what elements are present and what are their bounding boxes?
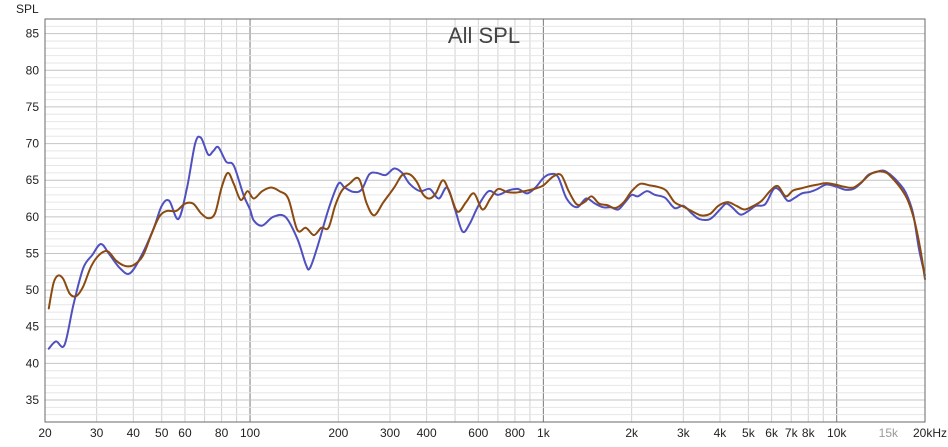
x-tick-label: 80 bbox=[215, 426, 229, 440]
x-tick-label: 600 bbox=[468, 426, 488, 440]
x-tick-label: 7k bbox=[785, 426, 799, 440]
series-line-1 bbox=[47, 135, 926, 350]
x-tick-label: 1k bbox=[537, 426, 551, 440]
x-tick-label: 100 bbox=[240, 426, 260, 440]
y-tick-labels: 35 40 45 50 55 60 65 70 75 80 85 bbox=[26, 27, 40, 407]
x-tick-label: 8k bbox=[802, 426, 816, 440]
y-tick-label: 85 bbox=[26, 27, 40, 41]
plot-frame bbox=[44, 18, 926, 423]
y-tick-label: 55 bbox=[26, 246, 40, 260]
x-tick-label: 4k bbox=[714, 426, 728, 440]
x-tick-label: 200 bbox=[328, 426, 348, 440]
series-layer bbox=[47, 135, 926, 350]
y-tick-label: 35 bbox=[26, 393, 40, 407]
y-tick-label: 80 bbox=[26, 63, 40, 77]
x-tick-label: 800 bbox=[505, 426, 525, 440]
series-line-2 bbox=[47, 170, 926, 310]
x-tick-label: 15k bbox=[879, 426, 899, 440]
x-tick-label: 20kHz bbox=[913, 426, 947, 440]
y-tick-label: 60 bbox=[26, 210, 40, 224]
x-tick-label: 60 bbox=[178, 426, 192, 440]
x-tick-label: 5k bbox=[742, 426, 756, 440]
y-tick-label: 50 bbox=[26, 283, 40, 297]
y-tick-label: 40 bbox=[26, 356, 40, 370]
x-tick-label: 6k bbox=[765, 426, 779, 440]
y-tick-label: 45 bbox=[26, 320, 40, 334]
x-tick-label: 20 bbox=[38, 426, 52, 440]
x-tick-labels: 20 30 40 50 60 80 100 200 300 400 600 800 1k 2k 3k 4k 5k… bbox=[38, 426, 947, 440]
chart-title: All SPL bbox=[448, 23, 520, 48]
x-tick-label: 300 bbox=[380, 426, 400, 440]
x-tick-label: 400 bbox=[417, 426, 437, 440]
x-tick-label: 40 bbox=[127, 426, 141, 440]
x-tick-label: 2k bbox=[625, 426, 639, 440]
x-tick-label: 30 bbox=[90, 426, 104, 440]
x-tick-label: 3k bbox=[677, 426, 691, 440]
x-tick-label: 50 bbox=[155, 426, 169, 440]
y-tick-label: 70 bbox=[26, 137, 40, 151]
y-tick-label: 65 bbox=[26, 173, 40, 187]
y-tick-label: 75 bbox=[26, 100, 40, 114]
x-tick-label: 10k bbox=[827, 426, 847, 440]
y-axis-label: SPL bbox=[16, 2, 39, 16]
